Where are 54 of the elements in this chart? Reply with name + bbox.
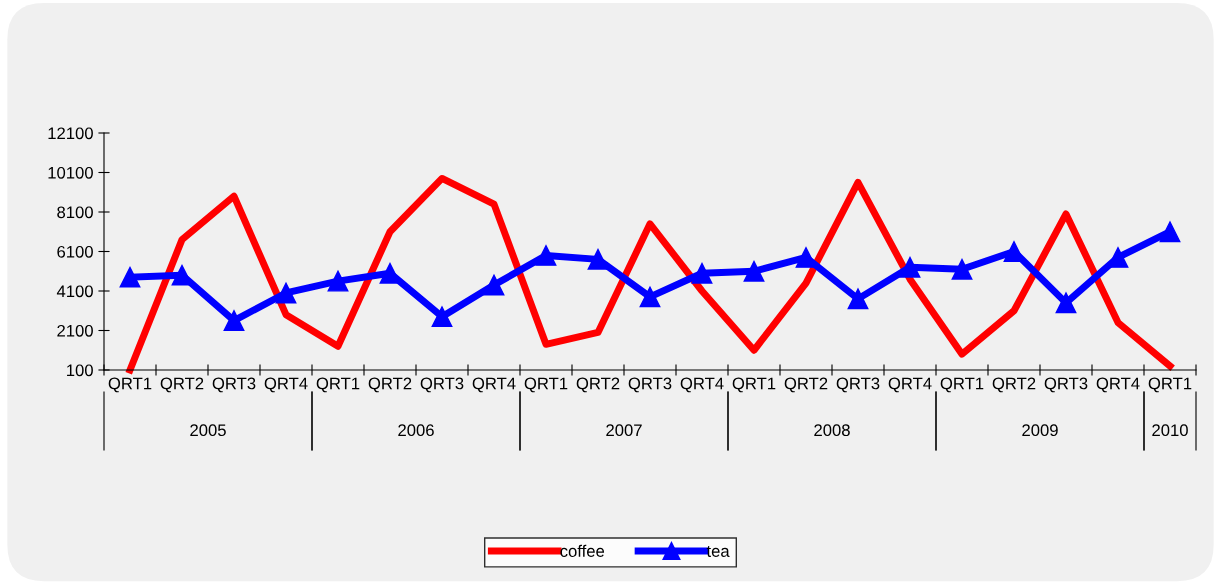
x-tick-label: QRT4: [472, 377, 516, 393]
x-tick-label: QRT4: [264, 377, 308, 393]
point: [535, 245, 557, 266]
text: 2007: [606, 424, 642, 437]
x-tick-label: QRT1: [108, 377, 152, 393]
y-tick-label: 12100: [48, 127, 93, 140]
x-tick-label: QRT2: [160, 377, 204, 393]
x-tick-label: QRT3: [836, 377, 880, 393]
point: [1055, 292, 1077, 314]
x-tick-label: QRT4: [888, 377, 932, 393]
y-tick-label: 6100: [57, 245, 93, 258]
y-tick-label: 8100: [57, 206, 93, 219]
point: [1159, 221, 1181, 243]
x-tick-label: QRT2: [992, 377, 1036, 393]
y-tick-label: 4100: [56, 285, 93, 298]
point: [587, 248, 609, 270]
point: [795, 247, 817, 268]
text: 2010: [1152, 424, 1188, 437]
point: [743, 260, 765, 282]
x-tick-label: QRT2: [784, 377, 828, 393]
x-tick-label: QRT3: [628, 377, 672, 393]
x-tick-label: QRT3: [212, 377, 256, 393]
x-tick-label: QRT1: [940, 377, 984, 393]
text: 2009: [1022, 424, 1058, 437]
x-tick-label: QRT1: [316, 377, 360, 393]
text: 2006: [398, 424, 434, 437]
x-tick-label: QRT1: [732, 377, 776, 393]
point: [223, 310, 245, 332]
x-tick-label: QRT2: [368, 377, 412, 393]
x-tick-label: QRT3: [420, 377, 464, 393]
x-tick-label: QRT1: [524, 377, 568, 393]
point: [899, 256, 921, 278]
point: [119, 266, 141, 288]
x-tick-label: QRT4: [1096, 377, 1140, 393]
point: [379, 262, 401, 284]
y-tick-label: 100: [67, 364, 93, 377]
text: 2008: [814, 424, 850, 437]
x-tick-label: QRT4: [680, 377, 724, 393]
point: [847, 288, 869, 310]
legend-label: tea: [706, 546, 730, 557]
point: [275, 282, 297, 304]
point: [691, 262, 713, 284]
y-tick-label: 10100: [48, 166, 93, 179]
x-tick-label: QRT1: [1148, 377, 1192, 393]
point: [431, 306, 453, 328]
point: [327, 270, 349, 292]
point: [951, 258, 973, 280]
legend-label: coffee: [560, 544, 605, 557]
text: 2005: [190, 424, 226, 437]
x-tick-label: QRT3: [1044, 377, 1088, 393]
point: [483, 274, 505, 296]
point: [639, 286, 661, 308]
y-tick-label: 2100: [57, 324, 93, 337]
x-tick-label: QRT2: [576, 377, 620, 393]
